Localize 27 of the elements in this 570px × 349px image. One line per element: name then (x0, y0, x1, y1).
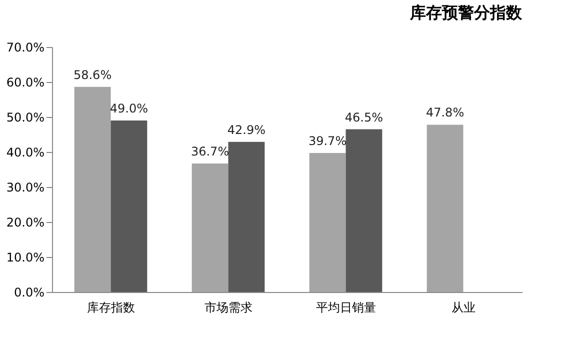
y-tick-label: 0.0% (14, 286, 44, 300)
bar (110, 120, 148, 292)
x-tick-label: 库存指数 (86, 300, 135, 314)
data-label: 49.0% (110, 102, 148, 116)
data-label: 42.9% (227, 122, 266, 137)
x-tick-label: 市场需求 (204, 300, 252, 314)
bar (74, 86, 111, 292)
y-tick-label: 70.0% (6, 40, 44, 54)
x-tick-label: 平均日销量 (316, 300, 376, 314)
y-tick-label: 30.0% (6, 180, 44, 194)
data-label: 58.6% (73, 68, 112, 82)
chart-title: 库存预警分指数 (409, 3, 523, 22)
data-label: 46.5% (344, 110, 384, 124)
bar (346, 129, 382, 292)
bar (426, 124, 464, 292)
bar (309, 153, 346, 292)
data-label: 36.7% (190, 144, 230, 159)
y-tick-label: 50.0% (6, 110, 44, 124)
bar (192, 164, 228, 292)
data-label: 47.8% (426, 106, 464, 120)
bar (228, 142, 265, 292)
x-tick-label: 从业 (451, 300, 476, 314)
y-tick-label: 10.0% (6, 250, 44, 264)
y-tick-label: 20.0% (6, 216, 44, 230)
y-tick-label: 60.0% (6, 76, 44, 90)
y-tick-label: 40.0% (6, 146, 44, 160)
data-label: 39.7% (308, 134, 347, 148)
